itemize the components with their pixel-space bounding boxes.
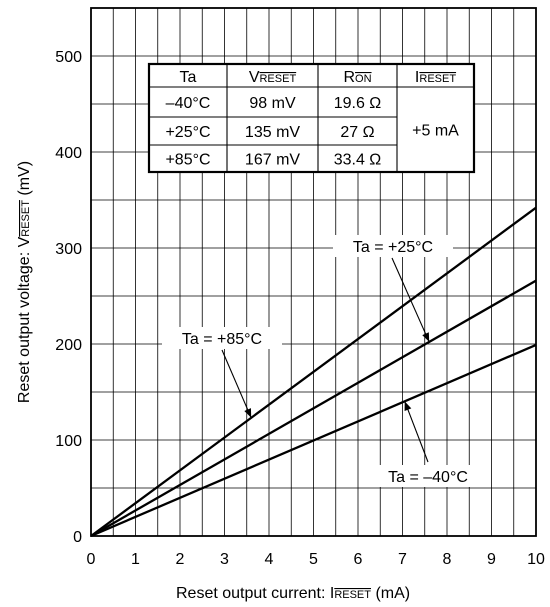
series-line-2 xyxy=(90,343,537,538)
y-tick-label: 100 xyxy=(55,433,82,450)
y-tick-label: 300 xyxy=(55,241,82,258)
data-table: Ta VRESET RON IRESET –40°C 98 mV 19.6 Ω +25°C 13… xyxy=(147,62,476,174)
x-tick-label: 9 xyxy=(487,551,496,568)
table-cell: 98 mV xyxy=(249,95,296,112)
annotation-bg xyxy=(333,235,453,257)
table-cell: 19.6 Ω xyxy=(334,95,382,112)
table-header-cell: Ta xyxy=(180,69,197,86)
annotation-arrowhead xyxy=(422,332,430,342)
x-axis-label: Reset output current: IRESET (mA) xyxy=(176,585,410,602)
annotations: Ta = +25°C Ta = +85°C Ta = –40°C xyxy=(162,235,488,487)
table-merged-current-cell: +5 mA xyxy=(412,123,459,140)
x-tick-label: 8 xyxy=(443,551,452,568)
table-cell: 135 mV xyxy=(245,124,300,141)
table-cell: +25°C xyxy=(165,124,210,141)
axis-labels: Reset output current: IRESET (mA) Reset o… xyxy=(16,161,410,602)
x-tick-label: 3 xyxy=(220,551,229,568)
x-tick-label: 1 xyxy=(131,551,140,568)
annotation-label: Ta = +25°C xyxy=(353,239,433,256)
annotation-bg xyxy=(162,327,282,349)
plot-frame xyxy=(90,7,537,537)
annotation-arrowhead xyxy=(244,408,252,418)
x-tick-label: 7 xyxy=(398,551,407,568)
table-border xyxy=(147,62,476,174)
table-background xyxy=(149,64,474,172)
table-cell: 27 Ω xyxy=(340,124,374,141)
table-header-cell: IRESET xyxy=(415,69,456,86)
x-tick-label: 4 xyxy=(265,551,274,568)
series-lines xyxy=(90,206,537,538)
y-tick-label: 0 xyxy=(73,529,82,546)
table-header-cell: RON xyxy=(343,69,371,86)
x-tick-label: 10 xyxy=(527,551,545,568)
annotation-arrow xyxy=(404,401,429,463)
table-header-cell: VRESET xyxy=(249,69,297,86)
table-cell: –40°C xyxy=(166,95,211,112)
plot-border xyxy=(90,7,537,537)
x-tick-label: 6 xyxy=(354,551,363,568)
table-cell: 33.4 Ω xyxy=(334,152,382,169)
y-tick-label: 200 xyxy=(55,337,82,354)
series-line-1 xyxy=(90,279,537,537)
x-tick-label: 2 xyxy=(176,551,185,568)
annotation-label: Ta = +85°C xyxy=(182,331,262,348)
table-cell: 167 mV xyxy=(245,152,300,169)
annotation-arrow xyxy=(221,349,252,419)
x-tick-label: 0 xyxy=(87,551,96,568)
series-line-0 xyxy=(90,206,537,537)
annotation-arrow xyxy=(391,257,430,343)
y-tick-label: 400 xyxy=(55,145,82,162)
y-tick-label: 500 xyxy=(55,49,82,66)
x-tick-label: 5 xyxy=(309,551,318,568)
table-cell: +85°C xyxy=(165,152,210,169)
annotation-arrowhead xyxy=(404,401,412,412)
y-axis-label: Reset output voltage: VRESET (mV) xyxy=(16,161,33,403)
annotation-bg xyxy=(368,465,488,487)
annotation-label: Ta = –40°C xyxy=(388,469,468,486)
